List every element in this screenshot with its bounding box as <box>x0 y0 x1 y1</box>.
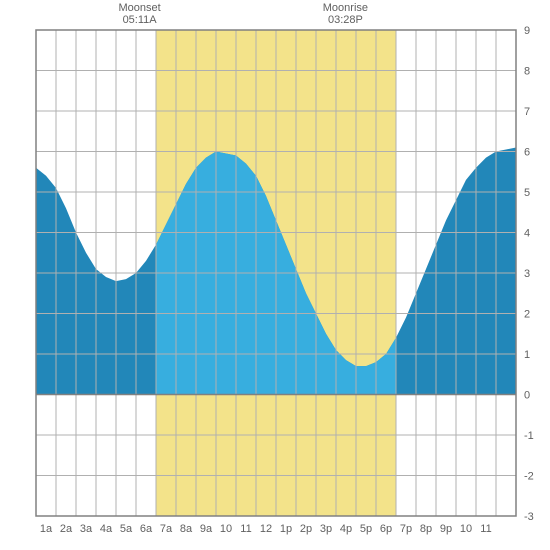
svg-text:-1: -1 <box>524 430 534 442</box>
moonrise-annotation: Moonrise 03:28P <box>310 2 380 26</box>
chart-svg: -3-2-101234567891a2a3a4a5a6a7a8a9a101112… <box>0 0 550 550</box>
svg-text:-2: -2 <box>524 471 534 483</box>
svg-text:7a: 7a <box>160 523 173 535</box>
svg-text:9: 9 <box>524 25 530 37</box>
svg-text:8: 8 <box>524 66 530 78</box>
moonrise-title: Moonrise <box>323 2 368 14</box>
moonset-title: Moonset <box>118 2 160 14</box>
svg-text:5a: 5a <box>120 523 133 535</box>
svg-text:6p: 6p <box>380 523 392 535</box>
svg-text:8p: 8p <box>420 523 432 535</box>
svg-text:4p: 4p <box>340 523 352 535</box>
tide-chart: -3-2-101234567891a2a3a4a5a6a7a8a9a101112… <box>0 0 550 550</box>
svg-text:12: 12 <box>260 523 272 535</box>
svg-text:0: 0 <box>524 390 530 402</box>
moonrise-time: 03:28P <box>328 14 363 26</box>
svg-text:11: 11 <box>240 523 251 535</box>
svg-text:-3: -3 <box>524 511 534 523</box>
svg-text:1a: 1a <box>40 523 53 535</box>
svg-text:8a: 8a <box>180 523 193 535</box>
svg-text:10: 10 <box>220 523 232 535</box>
svg-text:2p: 2p <box>300 523 312 535</box>
svg-text:6: 6 <box>524 147 530 159</box>
svg-text:3a: 3a <box>80 523 93 535</box>
svg-text:5: 5 <box>524 187 530 199</box>
svg-text:4: 4 <box>524 228 530 240</box>
svg-text:7p: 7p <box>400 523 412 535</box>
svg-text:4a: 4a <box>100 523 113 535</box>
svg-text:6a: 6a <box>140 523 153 535</box>
svg-text:9a: 9a <box>200 523 213 535</box>
svg-text:3p: 3p <box>320 523 332 535</box>
svg-text:7: 7 <box>524 106 530 118</box>
svg-text:1: 1 <box>524 349 530 361</box>
moonset-annotation: Moonset 05:11A <box>105 2 175 26</box>
svg-text:11: 11 <box>480 523 491 535</box>
svg-text:5p: 5p <box>360 523 372 535</box>
svg-text:3: 3 <box>524 268 530 280</box>
svg-text:1p: 1p <box>280 523 292 535</box>
svg-text:2: 2 <box>524 309 530 321</box>
svg-text:2a: 2a <box>60 523 73 535</box>
svg-text:9p: 9p <box>440 523 452 535</box>
svg-text:10: 10 <box>460 523 472 535</box>
moonset-time: 05:11A <box>123 14 157 26</box>
